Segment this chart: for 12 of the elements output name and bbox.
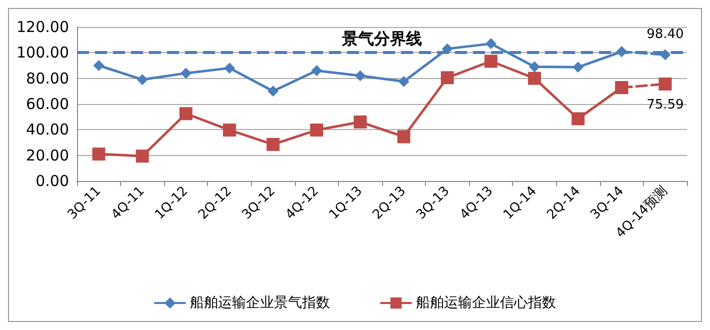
y-tick-label: 40.00 [26, 120, 69, 139]
y-tick-label: 20.00 [26, 146, 69, 164]
data-label: 75.59 [646, 97, 684, 112]
y-tick-label: 120.00 [16, 18, 69, 36]
legend-label: 船舶运输企业景气指数 [190, 295, 330, 311]
ref-line-label: 景气分界线 [341, 29, 422, 48]
y-tick-label: 80.00 [26, 69, 69, 88]
data-label: 98.40 [646, 27, 684, 42]
y-tick-label: 60.00 [26, 95, 69, 113]
y-tick-label: 100.00 [16, 44, 69, 62]
legend-label: 船舶运输企业信心指数 [416, 295, 556, 311]
y-tick-label: 0.00 [36, 172, 69, 190]
